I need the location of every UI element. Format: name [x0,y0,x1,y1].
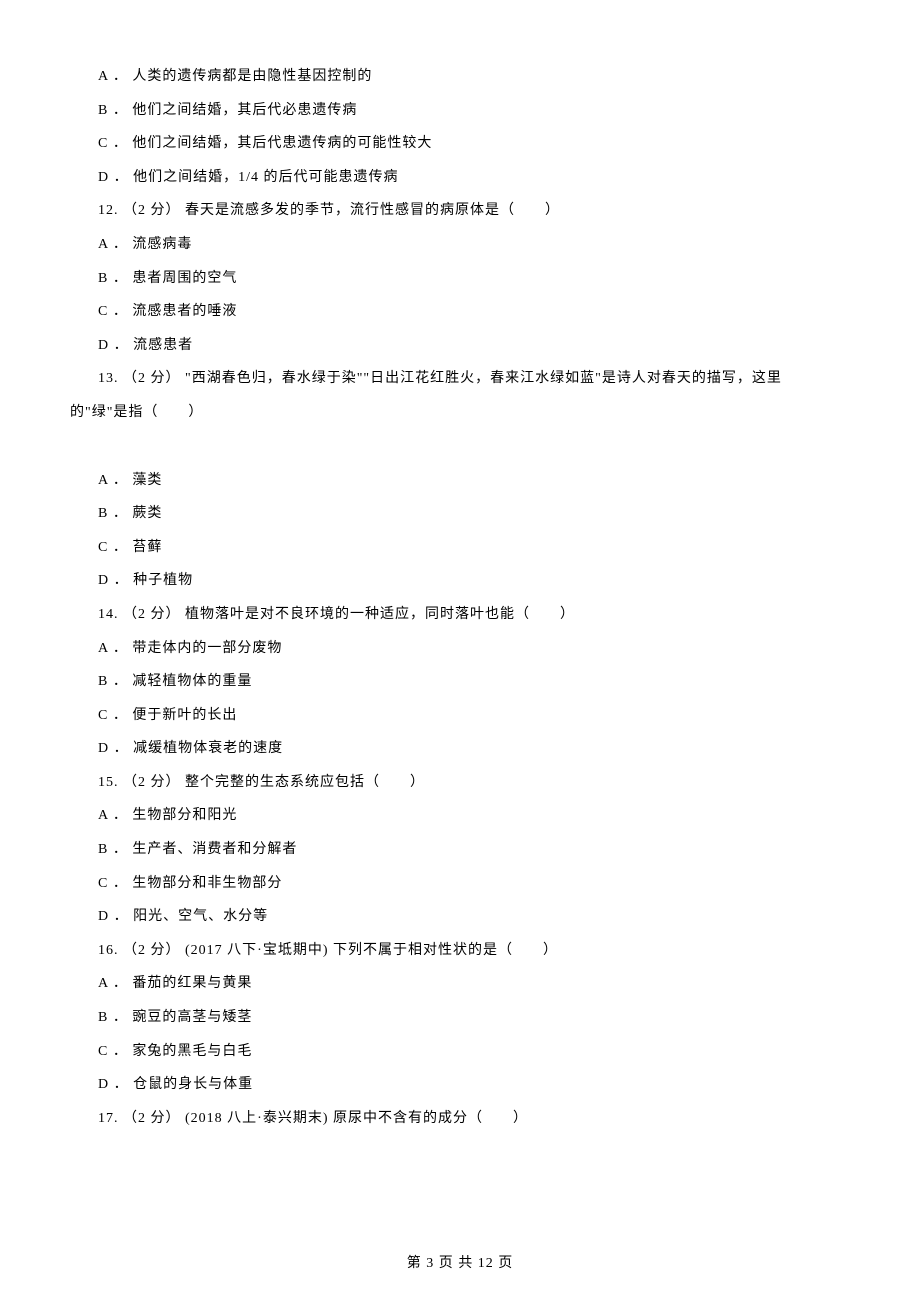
q13-stem-line2: 的"绿"是指（ ） [70,396,850,430]
q13-option-c: C ． 苔藓 [70,531,850,565]
q16-option-d: D ． 仓鼠的身长与体重 [70,1068,850,1102]
q16-option-b: B ． 豌豆的高茎与矮茎 [70,1001,850,1035]
q17-stem: 17. （2 分） (2018 八上·泰兴期末) 原尿中不含有的成分（ ） [70,1102,850,1136]
q13-option-a: A ． 藻类 [70,464,850,498]
q12-option-d: D ． 流感患者 [70,329,850,363]
q13-option-b: B ． 蕨类 [70,497,850,531]
spacer [70,430,850,464]
q15-option-b: B ． 生产者、消费者和分解者 [70,833,850,867]
q12-stem: 12. （2 分） 春天是流感多发的季节，流行性感冒的病原体是（ ） [70,194,850,228]
q14-option-b: B ． 减轻植物体的重量 [70,665,850,699]
q11-option-a: A ． 人类的遗传病都是由隐性基因控制的 [70,60,850,94]
q12-option-a: A ． 流感病毒 [70,228,850,262]
q13-stem-line1: 13. （2 分） "西湖春色归，春水绿于染""日出江花红胜火，春来江水绿如蓝"… [70,362,850,396]
q11-option-d: D ． 他们之间结婚，1/4 的后代可能患遗传病 [70,161,850,195]
q14-option-c: C ． 便于新叶的长出 [70,699,850,733]
q13-option-d: D ． 种子植物 [70,564,850,598]
q16-option-c: C ． 家兔的黑毛与白毛 [70,1035,850,1069]
page-footer: 第 3 页 共 12 页 [0,1252,920,1272]
q14-stem: 14. （2 分） 植物落叶是对不良环境的一种适应，同时落叶也能（ ） [70,598,850,632]
q15-option-c: C ． 生物部分和非生物部分 [70,867,850,901]
q14-option-d: D ． 减缓植物体衰老的速度 [70,732,850,766]
q12-option-c: C ． 流感患者的唾液 [70,295,850,329]
q11-option-b: B ． 他们之间结婚，其后代必患遗传病 [70,94,850,128]
q15-option-d: D ． 阳光、空气、水分等 [70,900,850,934]
q15-stem: 15. （2 分） 整个完整的生态系统应包括（ ） [70,766,850,800]
q15-option-a: A ． 生物部分和阳光 [70,799,850,833]
q14-option-a: A ． 带走体内的一部分废物 [70,632,850,666]
q12-option-b: B ． 患者周围的空气 [70,262,850,296]
q16-stem: 16. （2 分） (2017 八下·宝坻期中) 下列不属于相对性状的是（ ） [70,934,850,968]
q16-option-a: A ． 番茄的红果与黄果 [70,967,850,1001]
document-content: A ． 人类的遗传病都是由隐性基因控制的 B ． 他们之间结婚，其后代必患遗传病… [70,60,850,1135]
q11-option-c: C ． 他们之间结婚，其后代患遗传病的可能性较大 [70,127,850,161]
